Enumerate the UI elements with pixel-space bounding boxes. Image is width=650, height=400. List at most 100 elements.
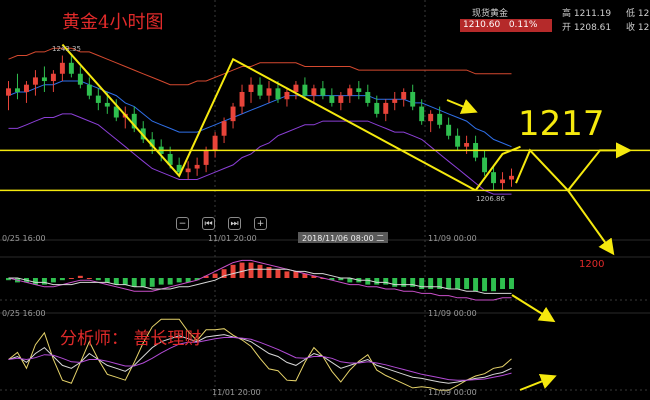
trend-arrow-macd: [511, 294, 556, 323]
high-marker-label: 1243.35: [52, 45, 81, 53]
target-price-label: 1200: [579, 259, 604, 270]
high-stat: 高 1211.19: [562, 6, 611, 19]
macd-bar: [311, 275, 317, 278]
candle: [392, 91, 398, 111]
macd-bar: [131, 278, 137, 287]
macd-bar: [338, 278, 344, 281]
macd-bar: [158, 278, 164, 285]
candle: [15, 73, 20, 100]
macd-bar: [239, 262, 245, 278]
chart-labels: 黄金4小时图 1243.35 1206.86 1217 1200 0/25 16:00 11…: [2, 12, 605, 397]
candle-body: [239, 91, 245, 107]
candle-body: [50, 73, 56, 82]
candle-body: [221, 121, 227, 136]
kdj-d-line: [8, 337, 512, 381]
crosshair-badge-bg: [298, 232, 388, 243]
candle-body: [86, 84, 92, 96]
candle: [356, 81, 362, 100]
open-stat: 开 1208.61: [562, 20, 611, 33]
candle-body: [284, 91, 290, 100]
macd-bar: [266, 267, 272, 278]
candle: [482, 150, 488, 176]
candle: [401, 88, 407, 107]
macd-bar: [149, 278, 155, 287]
next-icon[interactable]: ⏭: [228, 217, 241, 230]
analyst-label: 分析师： 善长理财: [60, 329, 201, 349]
candle-body: [446, 124, 452, 136]
candle: [32, 70, 38, 96]
candle-body: [32, 77, 38, 85]
candle-body: [23, 84, 29, 92]
macd-bar: [437, 278, 443, 289]
candle: [365, 84, 371, 107]
macd-bar: [248, 262, 254, 278]
macd-bar: [6, 278, 11, 281]
low-label: 低: [626, 9, 636, 19]
bollinger-upper-line: [8, 47, 512, 86]
candle: [212, 132, 218, 158]
macd-bar: [140, 278, 146, 287]
macd-bar: [68, 278, 74, 279]
candle: [59, 55, 65, 82]
candle-body: [6, 88, 11, 96]
macd-bar: [167, 278, 173, 285]
prev-icon[interactable]: ⏮: [202, 217, 215, 230]
zoom-out-icon[interactable]: −: [176, 217, 189, 230]
macd-bar: [77, 275, 83, 278]
candle: [473, 135, 479, 162]
candle: [428, 110, 434, 133]
candle: [293, 81, 299, 100]
macd-bar: [122, 278, 128, 285]
trend-arrow-kdj: [519, 373, 557, 391]
candle-body: [275, 88, 281, 100]
high-value: 1211.19: [573, 9, 612, 19]
candle: [95, 88, 101, 111]
macd-bar: [473, 278, 479, 292]
low-value: 12: [637, 9, 650, 19]
candle-body: [401, 91, 407, 100]
high-label: 高: [562, 9, 572, 19]
macd-bar: [482, 278, 488, 292]
macd-bar: [410, 278, 416, 287]
close-label: 收: [626, 23, 636, 33]
candle: [437, 106, 443, 129]
close-value: 12: [637, 23, 650, 33]
candle: [266, 81, 272, 103]
candle-body: [410, 91, 416, 107]
macd-bar: [419, 278, 425, 289]
macd-bar: [194, 278, 200, 281]
close-stat: 收 12: [626, 20, 649, 33]
candle-body: [347, 88, 353, 96]
candle: [23, 81, 29, 103]
candle-body: [311, 88, 317, 96]
candle: [131, 106, 137, 133]
macd-bar: [176, 278, 182, 283]
candle-body: [482, 157, 488, 173]
crosshair-label: 2018/11/06 08:00 二: [302, 234, 384, 243]
low-marker-label: 1206.86: [476, 195, 505, 203]
projection-path: [515, 142, 632, 192]
chart-title: 黄金4小时图: [62, 12, 163, 33]
macd-bar: [293, 271, 299, 278]
candle-body: [329, 95, 335, 103]
macd-bar: [113, 278, 119, 285]
candle: [491, 164, 497, 191]
zoom-in-icon[interactable]: +: [254, 217, 267, 230]
macd-bar: [383, 278, 389, 285]
macd-bar: [392, 278, 398, 287]
candle-body: [266, 88, 272, 96]
macd-bar: [41, 278, 47, 285]
candle: [302, 77, 308, 100]
macd-bar: [257, 264, 263, 278]
candle-body: [212, 135, 218, 151]
candle-body: [455, 135, 461, 147]
candle: [455, 128, 461, 151]
candle: [68, 55, 74, 78]
candle-body: [338, 95, 344, 103]
candle-body: [194, 164, 200, 169]
macd-bar: [446, 278, 452, 289]
candle-body: [176, 164, 182, 173]
bollinger-mid-line: [8, 80, 512, 148]
macd-bar: [491, 278, 497, 292]
